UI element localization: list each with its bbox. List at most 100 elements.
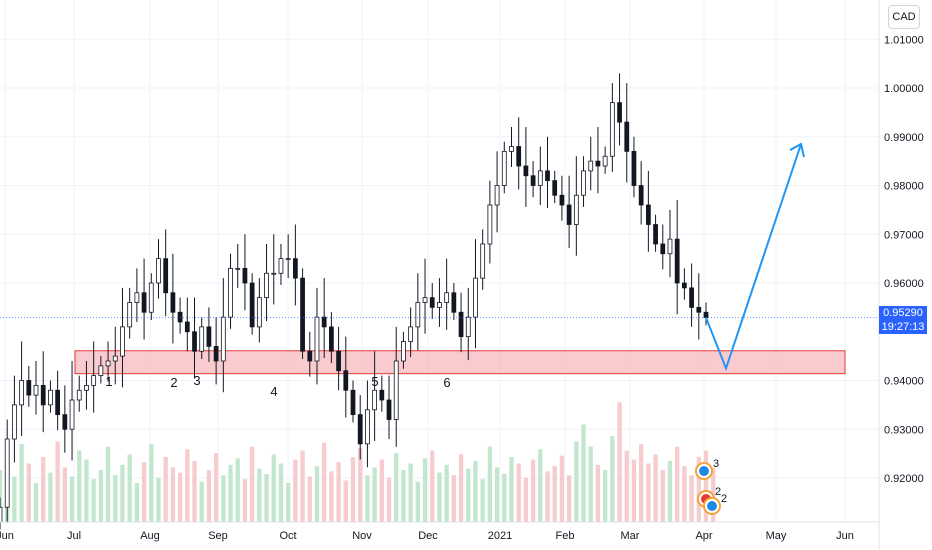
candle-body bbox=[134, 292, 140, 303]
wave-label: 3 bbox=[193, 373, 200, 388]
volume-bar bbox=[451, 475, 457, 522]
volume-bar bbox=[444, 464, 449, 522]
volume-bar bbox=[278, 463, 284, 522]
wave-label: 4 bbox=[270, 384, 277, 399]
candle-body bbox=[537, 170, 543, 186]
volume-bar bbox=[249, 446, 255, 522]
volume-bar bbox=[581, 424, 586, 522]
candle-body bbox=[660, 243, 666, 255]
price-tick-label: 0.93000 bbox=[884, 424, 924, 436]
candle-body bbox=[256, 297, 262, 328]
candle-body bbox=[437, 302, 442, 308]
volume-bar bbox=[300, 450, 305, 522]
volume-bar bbox=[631, 459, 637, 522]
candle-body bbox=[429, 297, 435, 308]
volume-bar bbox=[343, 480, 348, 522]
candle-body bbox=[422, 297, 428, 303]
time-tick-label: Feb bbox=[556, 530, 575, 542]
candle-body bbox=[458, 311, 464, 338]
volume-bar bbox=[408, 463, 413, 522]
flag-icon bbox=[707, 501, 717, 511]
candle-body bbox=[26, 380, 32, 396]
candle-body bbox=[285, 258, 291, 261]
price-tick-label: 0.94000 bbox=[884, 376, 924, 388]
time-tick-label: Sep bbox=[208, 530, 228, 542]
volume-bar bbox=[646, 463, 651, 522]
time-axis[interactable]: Jun Jul Aug Sep Oct Nov Dec 2021 Feb Mar Apr May Jun bbox=[0, 530, 854, 542]
volume-bar bbox=[163, 457, 168, 522]
volume-bar bbox=[430, 450, 435, 522]
candle-body bbox=[581, 170, 586, 196]
volume-bar bbox=[242, 479, 248, 522]
flag-icon bbox=[699, 466, 709, 476]
candle-body bbox=[300, 277, 305, 352]
volume-bar bbox=[199, 481, 204, 522]
candle-body bbox=[609, 102, 615, 157]
candle-body bbox=[235, 267, 241, 270]
candle-body bbox=[357, 414, 363, 445]
volume-bar bbox=[62, 467, 67, 522]
volume-bar bbox=[48, 472, 53, 522]
price-axis[interactable]: 1.01000 1.00000 0.99000 0.98000 0.97000 0.960… bbox=[884, 34, 924, 485]
price-tick-label: 0.92000 bbox=[884, 473, 924, 485]
candle-body bbox=[105, 360, 111, 367]
volume-bar bbox=[480, 479, 485, 522]
candle-body bbox=[408, 326, 414, 342]
candle-body bbox=[350, 389, 356, 416]
volume-bar bbox=[77, 450, 82, 522]
candle-body bbox=[98, 365, 104, 377]
candle-body bbox=[336, 350, 341, 372]
time-tick-label: Dec bbox=[418, 530, 438, 542]
candle-body bbox=[444, 292, 450, 303]
volume-bar bbox=[559, 455, 565, 522]
candle-body bbox=[595, 160, 601, 167]
volume-bar bbox=[624, 450, 629, 522]
volume-bar bbox=[156, 477, 161, 522]
currency-button[interactable]: CAD bbox=[888, 5, 920, 29]
candle-body bbox=[372, 389, 377, 411]
volume-bar bbox=[401, 470, 406, 522]
price-tick-label: 1.00000 bbox=[884, 83, 924, 95]
candle-body bbox=[696, 306, 702, 313]
event-badges[interactable]: 3 22 bbox=[695, 458, 727, 515]
candle-body bbox=[545, 170, 550, 182]
candle-body bbox=[278, 258, 284, 274]
candle-body bbox=[307, 350, 313, 362]
candle-body bbox=[321, 316, 327, 328]
price-tick-label: 1.01000 bbox=[884, 34, 924, 46]
candle-body bbox=[314, 316, 320, 362]
candle-body bbox=[163, 258, 169, 294]
candle-body bbox=[530, 175, 536, 186]
price-tick-label: 0.97000 bbox=[884, 229, 924, 241]
candle-body bbox=[617, 102, 622, 123]
time-tick-label: Aug bbox=[140, 530, 160, 542]
volume-bar bbox=[552, 466, 557, 522]
candle-body bbox=[91, 375, 97, 386]
candle-body bbox=[667, 238, 673, 255]
projection-arrow[interactable] bbox=[705, 143, 802, 372]
candle-body bbox=[33, 384, 39, 396]
volume-bar bbox=[523, 477, 529, 522]
chart-grid bbox=[0, 0, 879, 522]
candle-body bbox=[249, 282, 255, 328]
candle-body bbox=[703, 311, 709, 319]
time-tick-label: May bbox=[766, 530, 787, 542]
volume-bar bbox=[487, 446, 493, 522]
candle-body bbox=[19, 380, 24, 406]
volume-bar bbox=[264, 473, 269, 522]
support-zone[interactable] bbox=[74, 350, 846, 375]
candle-body bbox=[12, 404, 17, 440]
volume-bar bbox=[69, 476, 75, 522]
candle-body bbox=[148, 282, 154, 313]
candle-body bbox=[329, 326, 334, 352]
candle-body bbox=[365, 409, 370, 445]
candle-body bbox=[386, 399, 392, 420]
volume-bar bbox=[494, 467, 500, 522]
candlestick-series bbox=[0, 73, 709, 530]
volume-bar bbox=[105, 446, 111, 522]
candle-body bbox=[228, 267, 233, 318]
candle-body bbox=[127, 302, 133, 328]
volume-bar bbox=[41, 457, 46, 522]
candle-body bbox=[494, 185, 500, 206]
